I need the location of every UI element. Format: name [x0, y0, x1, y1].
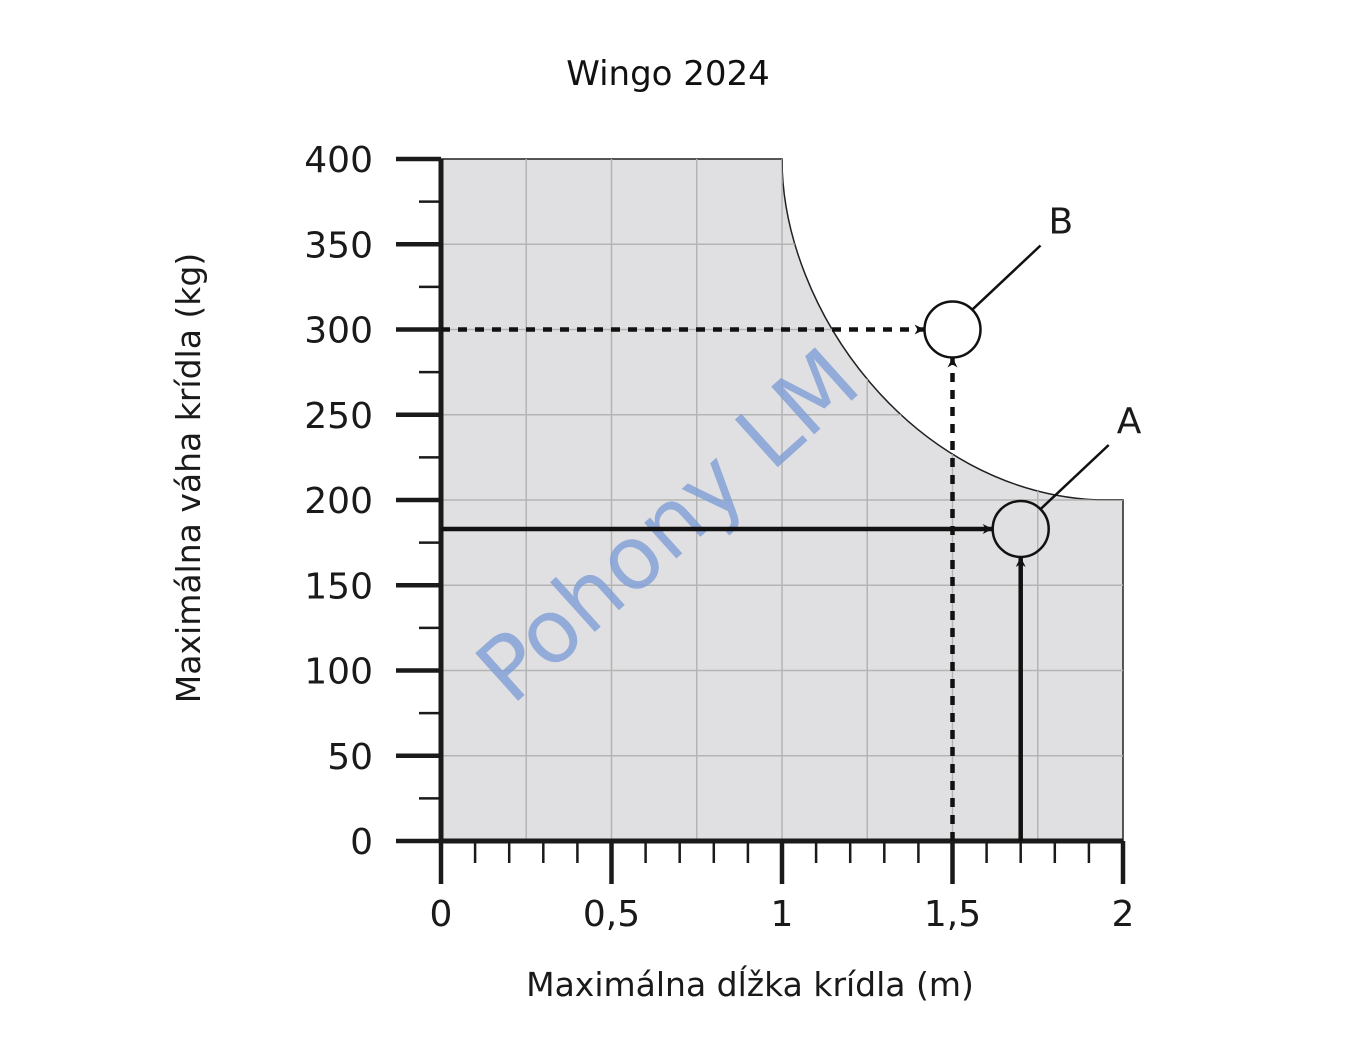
x-axis-label: Maximálna dĺžka krídla (m)	[526, 964, 974, 1004]
y-tick-label: 400	[304, 140, 373, 181]
y-tick-labels: 0 50 100 150 200 250 300 350 400	[304, 140, 373, 863]
x-tick-label: 1,5	[924, 894, 981, 935]
leader-line	[1040, 444, 1110, 510]
y-tick-label: 150	[304, 566, 373, 607]
y-tick-label: 200	[304, 481, 373, 522]
y-axis-label: Maximálna váha krídla (kg)	[169, 253, 208, 703]
example-points: AB	[441, 202, 1142, 841]
leader-line	[971, 244, 1042, 311]
minor-ticks	[419, 200, 1091, 863]
y-tick-label: 300	[304, 311, 373, 352]
grid-lines	[441, 159, 1123, 841]
y-tick-label: 0	[350, 822, 373, 863]
y-tick-label: 100	[304, 652, 373, 693]
y-tick-label: 50	[327, 737, 373, 778]
y-tick-label: 250	[304, 396, 373, 437]
chart-title: Wingo 2024	[566, 54, 770, 94]
point-marker	[923, 300, 982, 359]
x-tick-labels: 0 0,5 1 1,5 2	[430, 894, 1135, 935]
point-label: A	[1117, 401, 1142, 442]
x-tick-label: 2	[1112, 894, 1135, 935]
x-tick-label: 1	[771, 894, 794, 935]
x-tick-label: 0,5	[583, 894, 640, 935]
point-b: B	[441, 202, 1074, 841]
x-tick-label: 0	[430, 894, 453, 935]
point-label: B	[1049, 202, 1074, 243]
point-a: A	[441, 401, 1142, 841]
point-marker	[991, 499, 1050, 559]
y-tick-label: 350	[304, 225, 373, 266]
major-ticks	[396, 156, 1126, 884]
